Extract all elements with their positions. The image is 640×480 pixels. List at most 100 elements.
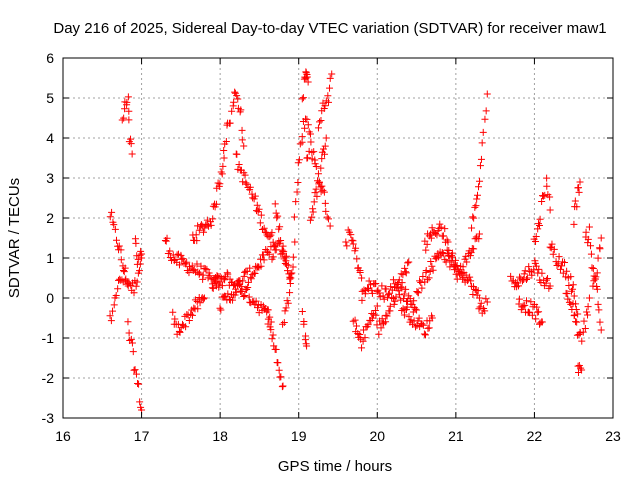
data-point	[277, 373, 285, 381]
data-point	[391, 297, 399, 305]
data-point	[320, 188, 328, 196]
data-point	[578, 337, 586, 345]
data-point	[306, 216, 314, 224]
data-point	[473, 195, 481, 203]
data-point	[303, 73, 311, 81]
data-point	[353, 255, 361, 263]
data-point	[364, 321, 372, 329]
data-point	[515, 295, 523, 303]
data-point	[183, 258, 191, 266]
data-point	[200, 294, 208, 302]
data-point	[110, 301, 118, 309]
data-point	[132, 370, 140, 378]
data-point	[356, 269, 364, 277]
data-point	[127, 335, 135, 343]
data-point	[269, 331, 277, 339]
data-point	[124, 282, 132, 290]
data-point	[220, 146, 228, 154]
data-point	[384, 290, 392, 298]
data-point	[224, 290, 232, 298]
data-point	[428, 314, 436, 322]
y-tick-label: -3	[42, 410, 55, 426]
data-point	[290, 213, 298, 221]
data-point	[257, 255, 265, 263]
data-point	[106, 213, 114, 221]
data-point	[365, 285, 373, 293]
data-point	[349, 240, 357, 248]
data-point	[383, 312, 391, 320]
x-tick-label: 18	[212, 428, 228, 444]
data-point	[298, 307, 306, 315]
y-tick-label: 3	[46, 170, 54, 186]
data-point	[291, 238, 299, 246]
data-point	[585, 294, 593, 302]
data-point	[538, 197, 546, 205]
data-point	[359, 337, 367, 345]
data-point	[280, 247, 288, 255]
data-point	[326, 222, 334, 230]
data-point	[582, 228, 590, 236]
data-point	[310, 148, 318, 156]
data-point	[467, 249, 475, 257]
data-point	[519, 277, 527, 285]
data-point	[473, 191, 481, 199]
data-point	[217, 168, 225, 176]
data-point	[410, 297, 418, 305]
data-point	[112, 292, 120, 300]
data-point	[414, 289, 422, 297]
data-point	[425, 324, 433, 332]
data-point	[307, 138, 315, 146]
data-point	[239, 277, 247, 285]
data-point	[209, 215, 217, 223]
data-point	[315, 178, 323, 186]
data-point	[521, 301, 529, 309]
data-point	[322, 134, 330, 142]
data-point	[475, 183, 483, 191]
data-point	[282, 257, 290, 265]
data-point	[220, 274, 228, 282]
data-point	[228, 107, 236, 115]
data-point	[523, 274, 531, 282]
data-point	[520, 270, 528, 278]
data-point	[289, 253, 297, 261]
data-point	[266, 233, 274, 241]
data-point	[273, 214, 281, 222]
data-point	[288, 269, 296, 277]
data-point	[593, 285, 601, 293]
data-point	[523, 275, 531, 283]
data-point	[200, 228, 208, 236]
data-point	[234, 95, 242, 103]
data-point	[109, 307, 117, 315]
data-point	[182, 323, 190, 331]
data-point	[375, 289, 383, 297]
data-point	[218, 282, 226, 290]
data-point	[175, 328, 183, 336]
data-point	[241, 171, 249, 179]
data-point	[314, 124, 322, 132]
data-point	[125, 329, 133, 337]
data-point	[323, 213, 331, 221]
data-point	[132, 239, 140, 247]
data-point	[382, 311, 390, 319]
data-point	[584, 235, 592, 243]
data-point	[301, 124, 309, 132]
data-point	[523, 297, 531, 305]
data-point	[546, 193, 554, 201]
x-axis-label: GPS time / hours	[278, 458, 392, 475]
data-point	[230, 98, 238, 106]
data-point	[575, 188, 583, 196]
data-point	[459, 263, 467, 271]
data-point	[535, 222, 543, 230]
data-point	[292, 198, 300, 206]
data-point	[313, 192, 321, 200]
data-point	[112, 236, 120, 244]
data-point	[223, 269, 231, 277]
data-point	[303, 115, 311, 123]
data-point	[216, 304, 224, 312]
data-point	[528, 271, 536, 279]
data-point	[342, 238, 350, 246]
data-point	[318, 155, 326, 163]
data-point	[596, 245, 604, 253]
data-point	[579, 328, 587, 336]
data-point	[272, 209, 280, 217]
